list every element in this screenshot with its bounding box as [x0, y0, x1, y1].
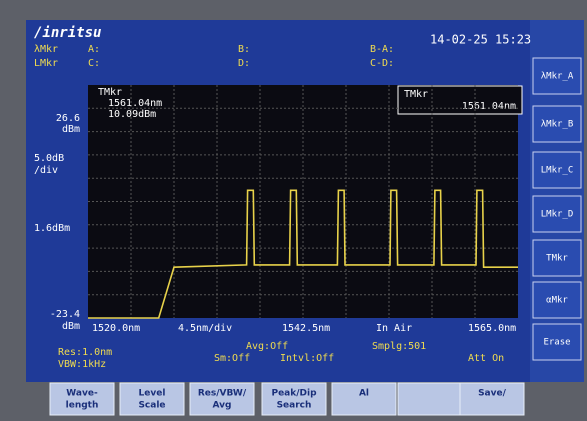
marker-field: C:: [88, 58, 100, 69]
x-label: 4.5nm/div: [178, 323, 232, 334]
marker-readout: 1561.04nm: [108, 98, 162, 109]
marker-box-value: 1561.04nm: [462, 101, 516, 112]
marker-field: A:: [88, 44, 100, 55]
softkey[interactable]: [459, 382, 525, 416]
status-field: Att On: [468, 353, 504, 364]
softkey[interactable]: [532, 239, 582, 277]
softkey-label: Erase: [543, 338, 570, 348]
softkey-label: Res/VBW/: [198, 389, 247, 399]
softkey-label: Level: [139, 389, 166, 399]
marker-field: C-D:: [370, 58, 394, 69]
softkey-label: length: [66, 401, 99, 411]
status-field: Res:1.0nm: [58, 347, 112, 358]
softkey-label: Peak/Dip: [271, 389, 317, 399]
softkey-label: Wave-: [66, 389, 98, 399]
y-label: 26.6: [56, 113, 80, 124]
datetime: 14-02-25 15:23: [430, 33, 531, 47]
softkey-label: Scale: [138, 401, 165, 411]
status-field: Smplg:501: [372, 341, 426, 352]
softkey[interactable]: [532, 323, 582, 361]
x-label: In Air: [376, 323, 412, 334]
softkey[interactable]: [532, 105, 582, 143]
softkey-label: LMkr_D: [541, 210, 574, 220]
x-label: 1520.0nm: [92, 323, 140, 334]
softkey-label: αMkr: [546, 296, 568, 306]
softkey[interactable]: [119, 382, 185, 416]
marker-box-label: TMkr: [404, 89, 428, 100]
marker-readout: TMkr: [98, 87, 122, 98]
x-label: 1542.5nm: [282, 323, 330, 334]
softkey[interactable]: [49, 382, 115, 416]
softkey-label: TMkr: [546, 254, 568, 264]
marker-field: B:: [238, 44, 250, 55]
logo: /inritsu: [34, 25, 101, 41]
softkey[interactable]: [261, 382, 327, 416]
softkey-label: λMkr_B: [541, 120, 574, 130]
marker-readout: 10.09dBm: [108, 109, 156, 120]
marker-field: λMkr: [34, 44, 58, 55]
softkey[interactable]: [189, 382, 255, 416]
marker-field: D:: [238, 58, 250, 69]
x-label: 1565.0nm: [468, 323, 516, 334]
softkey-label: LMkr_C: [541, 166, 574, 176]
trace: [88, 189, 518, 319]
softkey-label: λMkr_A: [541, 72, 574, 82]
softkey-label: Search: [277, 401, 312, 411]
status-field: VBW:1kHz: [58, 359, 106, 370]
softkey-label: Avg: [213, 401, 232, 411]
softkey-label: Al: [359, 389, 369, 399]
softkey-label: Save/: [478, 389, 507, 399]
marker-field: LMkr: [34, 58, 58, 69]
y-label: 5.0dB: [34, 153, 64, 164]
softkey[interactable]: [532, 281, 582, 319]
softkey[interactable]: [331, 382, 397, 416]
y-label: /div: [34, 165, 58, 176]
status-field: Sm:Off: [214, 353, 250, 364]
softkey[interactable]: [532, 57, 582, 95]
y-label: dBm: [62, 124, 80, 135]
softkey[interactable]: [397, 382, 463, 416]
marker-box: [397, 85, 523, 115]
softkey[interactable]: [532, 151, 582, 189]
marker-field: B-A:: [370, 44, 394, 55]
y-label: dBm: [62, 321, 80, 332]
softkey[interactable]: [532, 195, 582, 233]
status-field: Intvl:Off: [280, 353, 334, 364]
y-label: 1.6dBm: [34, 223, 70, 234]
y-label: -23.4: [50, 309, 80, 320]
status-field: Avg:Off: [246, 341, 288, 352]
